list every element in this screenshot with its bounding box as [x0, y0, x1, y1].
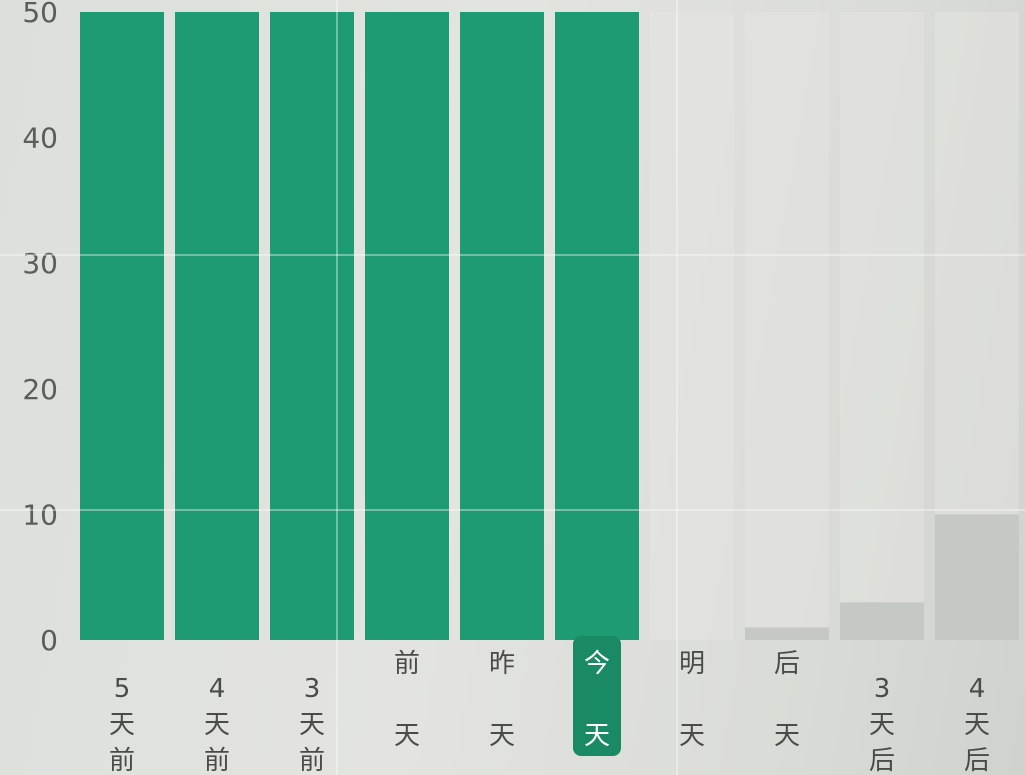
x-tick-label[interactable]: 5 天前: [109, 674, 135, 775]
x-tick-char: 5: [114, 674, 131, 704]
bar[interactable]: [745, 627, 829, 640]
bars: [80, 12, 1019, 640]
bar-track: [650, 12, 734, 640]
y-tick-label: 10: [22, 498, 58, 531]
x-tick-char: 后: [869, 746, 895, 775]
bar[interactable]: [555, 12, 639, 640]
x-tick-char: 前: [109, 746, 135, 775]
x-tick-label[interactable]: 3 天后: [869, 674, 895, 775]
x-tick-char: 天: [394, 721, 420, 751]
x-tick-char: 昨: [489, 649, 515, 679]
y-tick-label: 30: [22, 247, 58, 280]
x-tick-char: 前: [394, 649, 420, 679]
x-tick-char: 天: [584, 721, 610, 751]
bar-track: [840, 12, 924, 640]
bar[interactable]: [460, 12, 544, 640]
x-tick-char: 天: [109, 710, 135, 740]
x-tick-char: 3: [304, 674, 321, 704]
x-tick-char: 天: [489, 721, 515, 751]
x-tick-char: 前: [299, 746, 325, 775]
bar[interactable]: [840, 602, 924, 640]
x-tick-label[interactable]: 4 天前: [204, 674, 230, 775]
x-tick-char: 天: [299, 710, 325, 740]
bar-track: [745, 12, 829, 640]
x-tick-char: 今: [584, 649, 610, 679]
x-tick-label[interactable]: 3 天前: [299, 674, 325, 775]
bar[interactable]: [175, 12, 259, 640]
x-tick-char: 天: [774, 721, 800, 751]
x-tick-label[interactable]: 明天: [679, 649, 705, 751]
y-tick-label: 50: [22, 0, 58, 29]
bar[interactable]: [80, 12, 164, 640]
today-highlight: [573, 636, 621, 756]
bar[interactable]: [270, 12, 354, 640]
x-tick-char: 天: [679, 721, 705, 751]
x-tick-char: 4: [969, 674, 986, 704]
x-tick-label[interactable]: 后天: [774, 649, 800, 751]
x-tick-label[interactable]: 前天: [394, 649, 420, 751]
bar[interactable]: [365, 12, 449, 640]
x-tick-char: 天: [204, 710, 230, 740]
x-tick-char: 天: [869, 710, 895, 740]
x-tick-char: 明: [679, 649, 705, 679]
x-tick-char: 后: [774, 649, 800, 679]
x-tick-char: 3: [874, 674, 891, 704]
x-tick-char: 天: [964, 710, 990, 740]
y-tick-label: 0: [40, 624, 58, 657]
x-tick-char: 前: [204, 746, 230, 775]
x-tick-label[interactable]: 昨天: [489, 649, 515, 751]
x-tick-char: 后: [964, 746, 990, 775]
bar[interactable]: [935, 514, 1019, 640]
x-tick-label[interactable]: 今天: [573, 636, 621, 756]
y-tick-label: 20: [22, 373, 58, 406]
y-tick-label: 40: [22, 122, 58, 155]
y-axis: 0 10 20 30 40 50: [22, 0, 58, 657]
x-tick-char: 4: [209, 674, 226, 704]
x-tick-label[interactable]: 4 天后: [964, 674, 990, 775]
